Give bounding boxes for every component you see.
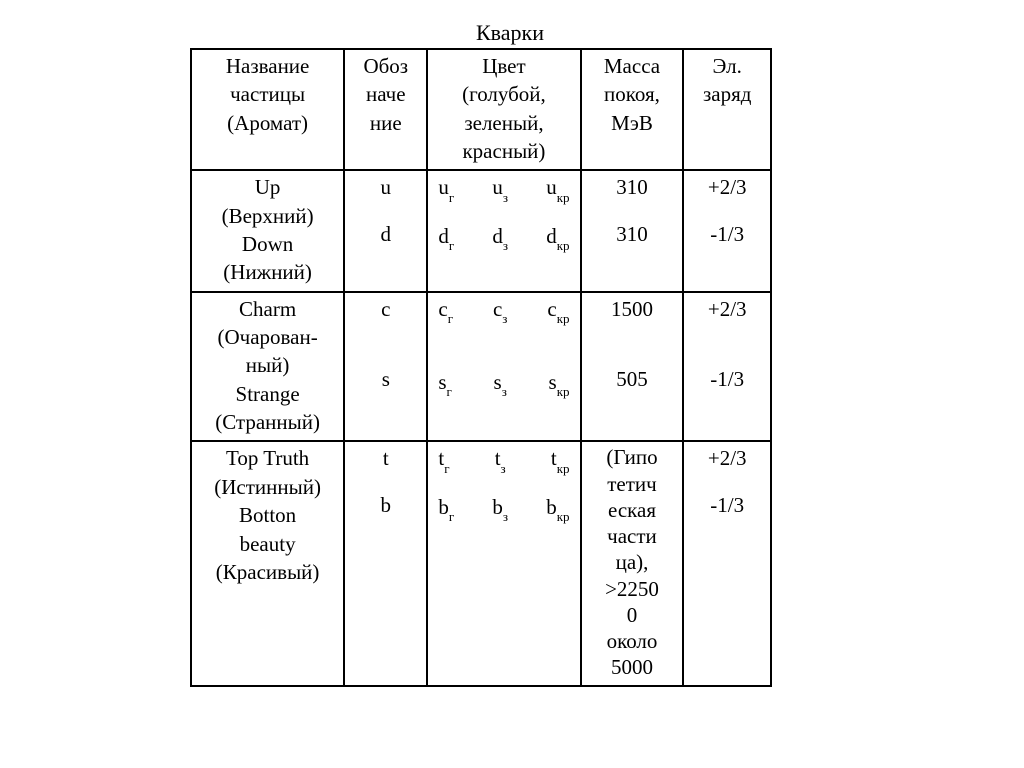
quarks-table: Название частицы (Аромат) Обоз наче ние …	[190, 48, 772, 687]
header-text: Обоз	[349, 52, 422, 80]
charge-value: -1/3	[688, 220, 766, 248]
header-color: Цвет (голубой, зеленый, красный)	[427, 49, 580, 170]
symbol: t	[349, 444, 422, 472]
name-en: beauty	[196, 530, 339, 558]
name-ru: ный)	[196, 351, 339, 379]
cell-mass: 310 310	[581, 170, 684, 291]
cell-name: Up (Верхний) Down (Нижний)	[191, 170, 344, 291]
header-text: зеленый,	[432, 109, 575, 137]
name-ru: (Красивый)	[196, 558, 339, 586]
header-text: МэВ	[586, 109, 679, 137]
cell-name: Top Truth (Истинный) Botton beauty (Крас…	[191, 441, 344, 685]
cell-charge: +2/3 -1/3	[683, 441, 771, 685]
name-en: Down	[196, 230, 339, 258]
header-text: наче	[349, 80, 422, 108]
cell-charge: +2/3 -1/3	[683, 170, 771, 291]
name-en: Up	[196, 173, 339, 201]
mass-value: 310	[586, 220, 679, 248]
symbol: s	[349, 365, 422, 393]
symbol: b	[349, 491, 422, 519]
cell-mass: (Гипо тетич еская части ца), >2250 0 око…	[581, 441, 684, 685]
cell-charge: +2/3 -1/3	[683, 292, 771, 442]
table-title: Кварки	[190, 20, 830, 46]
header-text: Масса	[586, 52, 679, 80]
charge-value: -1/3	[688, 365, 766, 393]
cell-symbol: u d	[344, 170, 427, 291]
cell-symbol: c s	[344, 292, 427, 442]
charge-value: +2/3	[688, 295, 766, 323]
mass-text: около	[586, 628, 679, 654]
header-text: красный)	[432, 137, 575, 165]
color-triplet: tг tз tкр	[432, 444, 575, 475]
name-en: Charm	[196, 295, 339, 323]
symbol: u	[349, 173, 422, 201]
mass-text: (Гипо	[586, 444, 679, 470]
symbol: c	[349, 295, 422, 323]
header-text: Название	[196, 52, 339, 80]
cell-color: cг cз cкр sг sз sкр	[427, 292, 580, 442]
color-triplet: sг sз sкр	[432, 368, 575, 399]
mass-text: тетич	[586, 471, 679, 497]
cell-symbol: t b	[344, 441, 427, 685]
cell-name: Charm (Очарован- ный) Strange (Странный)	[191, 292, 344, 442]
color-triplet: dг dз dкр	[432, 222, 575, 253]
table-header-row: Название частицы (Аромат) Обоз наче ние …	[191, 49, 771, 170]
name-ru: (Странный)	[196, 408, 339, 436]
mass-text: еская	[586, 497, 679, 523]
header-charge: Эл. заряд	[683, 49, 771, 170]
symbol: d	[349, 220, 422, 248]
mass-value: 310	[586, 173, 679, 201]
table-row: Top Truth (Истинный) Botton beauty (Крас…	[191, 441, 771, 685]
mass-value: 1500	[586, 295, 679, 323]
header-text: (Аромат)	[196, 109, 339, 137]
mass-text: 5000	[586, 654, 679, 680]
name-en: Top Truth	[196, 444, 339, 472]
mass-value: 505	[586, 365, 679, 393]
name-ru: (Истинный)	[196, 473, 339, 501]
charge-value: +2/3	[688, 444, 766, 472]
header-text: заряд	[688, 80, 766, 108]
name-ru: (Нижний)	[196, 258, 339, 286]
name-en: Botton	[196, 501, 339, 529]
header-mass: Масса покоя, МэВ	[581, 49, 684, 170]
table-row: Up (Верхний) Down (Нижний) u d uг uз	[191, 170, 771, 291]
header-text: (голубой,	[432, 80, 575, 108]
color-triplet: uг uз uкр	[432, 173, 575, 204]
mass-text: >2250	[586, 576, 679, 602]
color-triplet: bг bз bкр	[432, 493, 575, 524]
color-triplet: cг cз cкр	[432, 295, 575, 326]
header-text: покоя,	[586, 80, 679, 108]
header-text: Эл.	[688, 52, 766, 80]
name-ru: (Верхний)	[196, 202, 339, 230]
name-ru: (Очарован-	[196, 323, 339, 351]
charge-value: +2/3	[688, 173, 766, 201]
table-row: Charm (Очарован- ный) Strange (Странный)…	[191, 292, 771, 442]
cell-color: tг tз tкр bг bз bкр	[427, 441, 580, 685]
header-text: Цвет	[432, 52, 575, 80]
mass-text: 0	[586, 602, 679, 628]
cell-mass: 1500 505	[581, 292, 684, 442]
mass-text: части	[586, 523, 679, 549]
cell-color: uг uз uкр dг dз dкр	[427, 170, 580, 291]
charge-value: -1/3	[688, 491, 766, 519]
header-name: Название частицы (Аромат)	[191, 49, 344, 170]
name-en: Strange	[196, 380, 339, 408]
mass-text: ца),	[586, 549, 679, 575]
header-symbol: Обоз наче ние	[344, 49, 427, 170]
header-text: частицы	[196, 80, 339, 108]
header-text: ние	[349, 109, 422, 137]
